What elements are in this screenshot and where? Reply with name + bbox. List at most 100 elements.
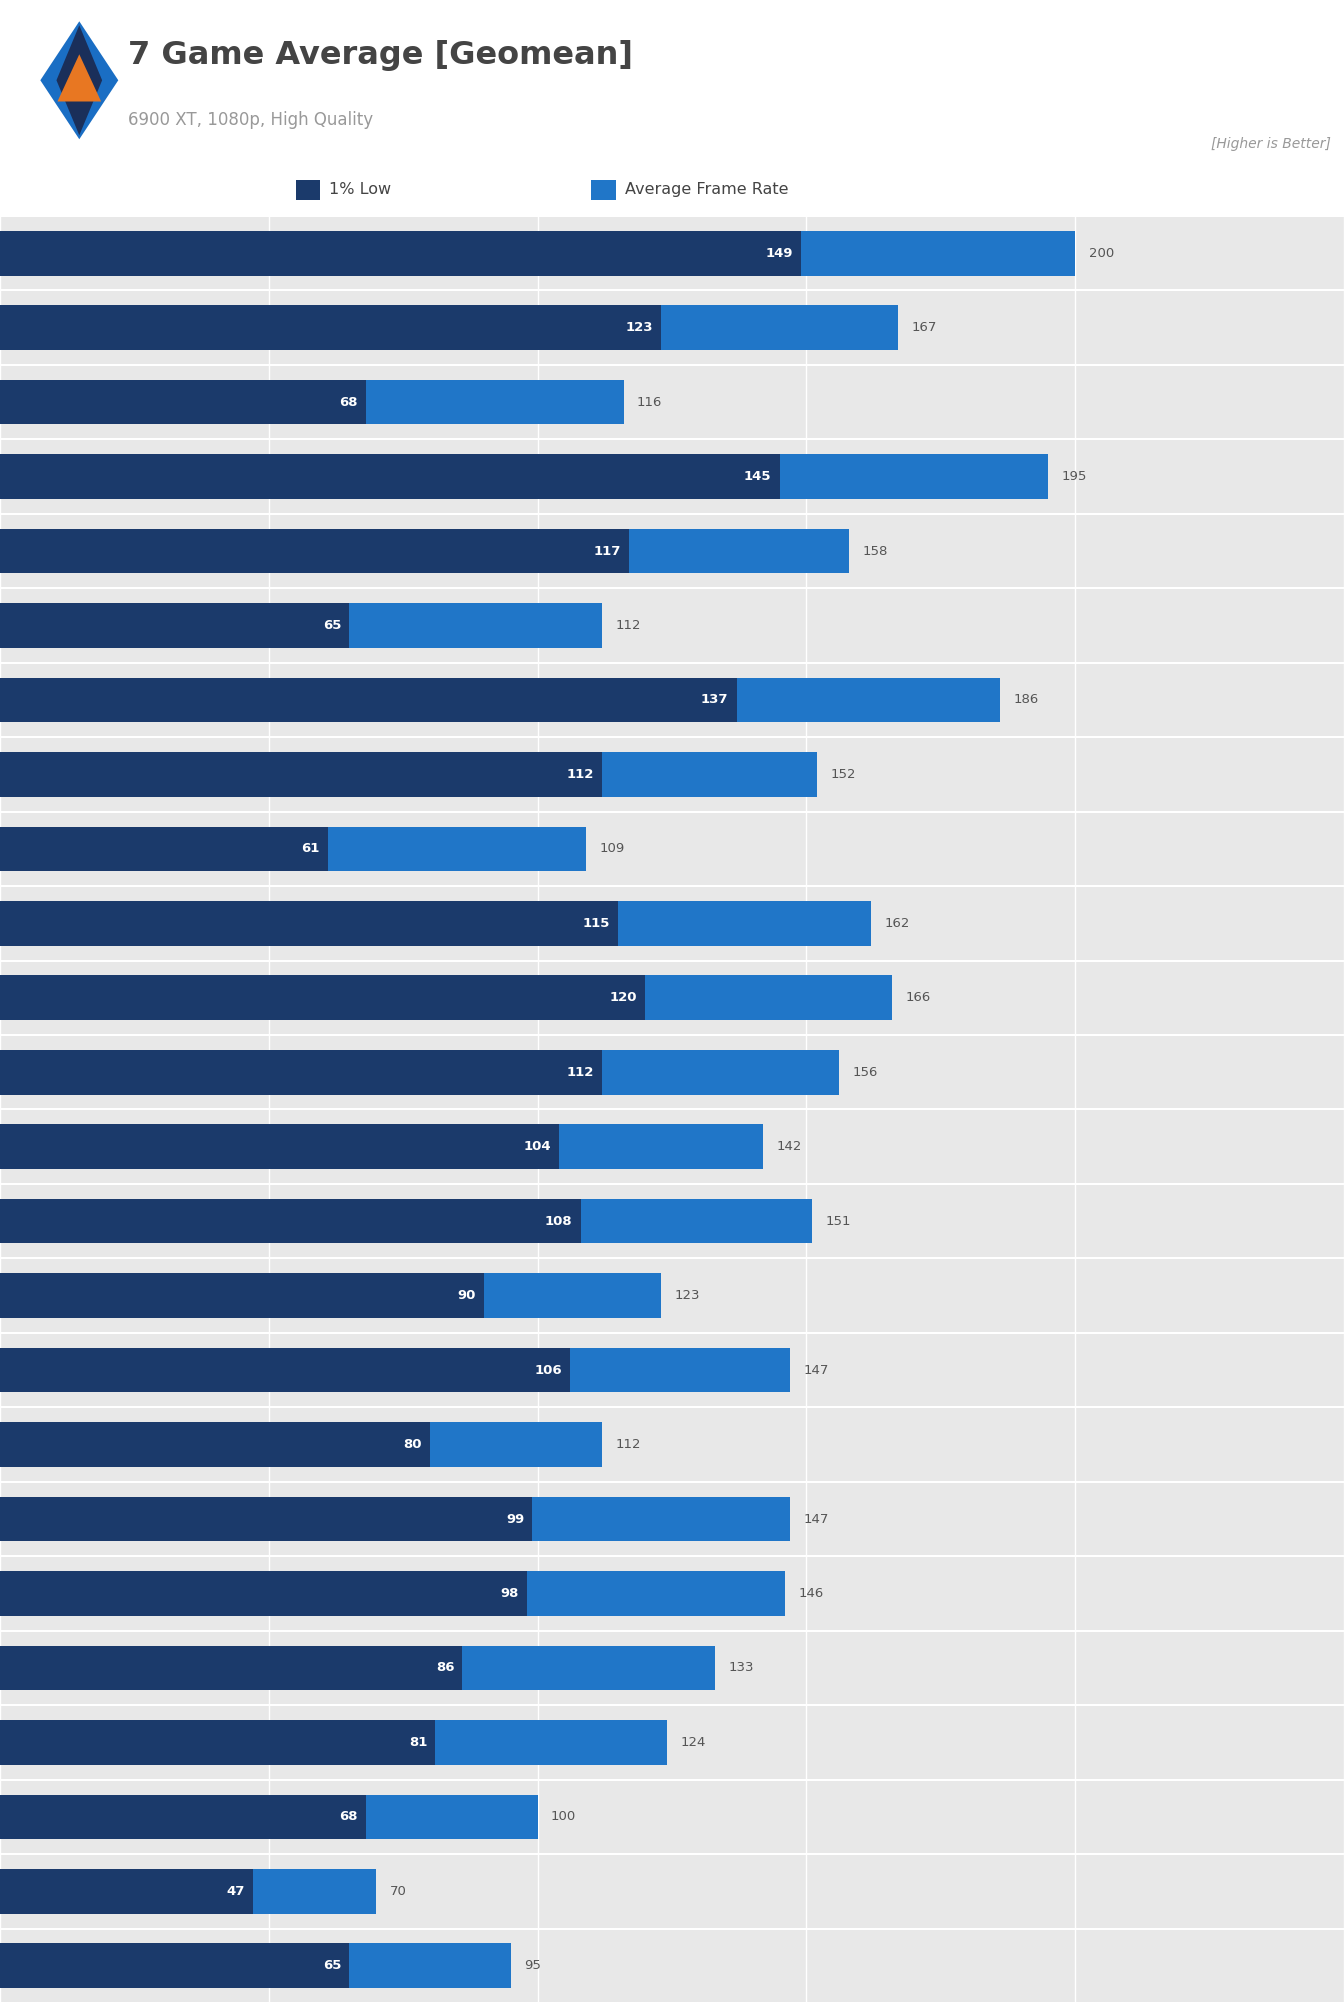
Text: 112: 112 bbox=[616, 1438, 641, 1450]
Bar bbox=[0, 1422, 602, 1466]
Bar bbox=[0, 1646, 462, 1691]
Bar bbox=[0, 1795, 538, 1839]
Bar bbox=[0, 603, 349, 647]
Text: 109: 109 bbox=[599, 843, 625, 855]
Bar bbox=[0, 381, 624, 425]
Text: 47: 47 bbox=[226, 1885, 245, 1897]
Bar bbox=[0, 827, 586, 871]
Text: 7 Game Average [Geomean]: 7 Game Average [Geomean] bbox=[128, 40, 633, 72]
Text: 68: 68 bbox=[339, 1811, 358, 1823]
Bar bbox=[0, 381, 366, 425]
Text: 100: 100 bbox=[551, 1811, 577, 1823]
Bar bbox=[0, 751, 817, 797]
Bar bbox=[0, 1200, 581, 1244]
Bar bbox=[0, 1496, 790, 1542]
Text: 186: 186 bbox=[1013, 693, 1039, 707]
Bar bbox=[0, 1943, 349, 1989]
Text: 123: 123 bbox=[626, 320, 653, 335]
Bar bbox=[591, 180, 616, 200]
Text: 65: 65 bbox=[323, 619, 341, 633]
Text: 61: 61 bbox=[301, 843, 320, 855]
Text: 95: 95 bbox=[524, 1959, 542, 1973]
Text: 115: 115 bbox=[583, 917, 610, 929]
Text: 142: 142 bbox=[777, 1140, 802, 1154]
Bar bbox=[0, 1050, 839, 1094]
Text: 151: 151 bbox=[825, 1214, 851, 1228]
Bar bbox=[0, 1570, 785, 1616]
Bar bbox=[0, 1124, 559, 1170]
Text: 116: 116 bbox=[637, 395, 663, 409]
Bar bbox=[0, 1124, 763, 1170]
Text: [Higher is Better]: [Higher is Better] bbox=[1211, 136, 1331, 150]
Text: 68: 68 bbox=[339, 395, 358, 409]
Bar bbox=[0, 1274, 661, 1318]
Text: 137: 137 bbox=[702, 693, 728, 707]
Bar bbox=[0, 603, 602, 647]
Bar bbox=[0, 751, 602, 797]
Bar bbox=[0, 901, 618, 945]
Text: 166: 166 bbox=[906, 991, 931, 1004]
Bar bbox=[0, 975, 892, 1020]
Text: 65: 65 bbox=[323, 1959, 341, 1973]
Bar bbox=[0, 1274, 484, 1318]
Bar bbox=[0, 1570, 527, 1616]
Text: 86: 86 bbox=[435, 1660, 454, 1675]
Text: 200: 200 bbox=[1089, 246, 1114, 260]
Text: 104: 104 bbox=[523, 1140, 551, 1154]
Text: 167: 167 bbox=[911, 320, 937, 335]
Text: 145: 145 bbox=[745, 471, 771, 483]
Bar bbox=[0, 1721, 435, 1765]
Bar bbox=[0, 304, 898, 351]
Bar bbox=[0, 529, 849, 573]
Text: 112: 112 bbox=[567, 1066, 594, 1080]
Bar bbox=[0, 230, 1075, 276]
Text: 162: 162 bbox=[884, 917, 910, 929]
Bar bbox=[296, 180, 320, 200]
Bar bbox=[0, 529, 629, 573]
Text: 112: 112 bbox=[616, 619, 641, 633]
Text: 80: 80 bbox=[403, 1438, 422, 1450]
Bar bbox=[0, 901, 871, 945]
Bar bbox=[0, 827, 328, 871]
Text: 147: 147 bbox=[804, 1512, 829, 1526]
Text: 124: 124 bbox=[680, 1737, 706, 1749]
Text: 106: 106 bbox=[534, 1364, 562, 1376]
Bar bbox=[0, 1200, 812, 1244]
Text: 120: 120 bbox=[610, 991, 637, 1004]
Bar bbox=[0, 677, 1000, 723]
Bar bbox=[0, 677, 737, 723]
Text: 158: 158 bbox=[863, 545, 888, 557]
Text: 108: 108 bbox=[544, 1214, 573, 1228]
Polygon shape bbox=[56, 26, 102, 136]
Bar bbox=[0, 1795, 366, 1839]
Text: Average Frame Rate: Average Frame Rate bbox=[625, 182, 789, 198]
Bar bbox=[0, 1496, 532, 1542]
Text: 70: 70 bbox=[390, 1885, 407, 1897]
Bar bbox=[0, 1348, 790, 1392]
Bar bbox=[0, 230, 801, 276]
Text: 90: 90 bbox=[457, 1290, 476, 1302]
Text: 152: 152 bbox=[831, 767, 856, 781]
Bar bbox=[0, 1422, 430, 1466]
Text: 147: 147 bbox=[804, 1364, 829, 1376]
Bar bbox=[0, 1943, 511, 1989]
Bar bbox=[0, 1348, 570, 1392]
Text: 117: 117 bbox=[594, 545, 621, 557]
Text: 149: 149 bbox=[766, 246, 793, 260]
Polygon shape bbox=[40, 22, 118, 140]
Text: 123: 123 bbox=[675, 1290, 700, 1302]
Text: 99: 99 bbox=[505, 1512, 524, 1526]
Bar bbox=[0, 304, 661, 351]
Text: 133: 133 bbox=[728, 1660, 754, 1675]
Bar bbox=[0, 1050, 602, 1094]
Text: 112: 112 bbox=[567, 767, 594, 781]
Bar bbox=[0, 1869, 253, 1913]
Text: 6900 XT, 1080p, High Quality: 6900 XT, 1080p, High Quality bbox=[128, 110, 372, 128]
Text: 81: 81 bbox=[409, 1737, 427, 1749]
Text: 98: 98 bbox=[500, 1586, 519, 1600]
Text: 195: 195 bbox=[1062, 471, 1087, 483]
Bar bbox=[0, 975, 645, 1020]
Bar bbox=[0, 455, 780, 499]
Bar bbox=[0, 1646, 715, 1691]
Bar bbox=[0, 1721, 667, 1765]
